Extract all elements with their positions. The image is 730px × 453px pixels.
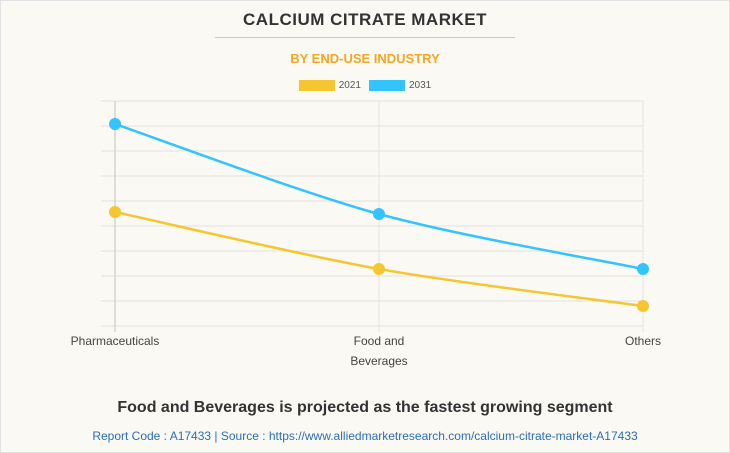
x-tick-label-line: Food and	[354, 334, 405, 348]
x-tick-label: Others	[625, 334, 661, 348]
chart-subtitle: BY END-USE INDUSTRY	[290, 51, 440, 66]
legend: 2021 2031	[0, 80, 730, 91]
x-tick-label: Pharmaceuticals	[71, 334, 160, 348]
data-point-2031	[373, 208, 385, 220]
legend-item-2021[interactable]: 2021	[298, 80, 361, 91]
data-point-2021	[373, 263, 385, 275]
legend-swatch-2031	[369, 80, 405, 91]
footer-headline: Food and Beverages is projected as the f…	[117, 399, 613, 416]
data-point-2031	[109, 118, 121, 130]
data-point-2031	[637, 263, 649, 275]
data-point-2021	[109, 206, 121, 218]
chart-title: CALCIUM CITRATE MARKET	[243, 10, 487, 29]
footer-source-link[interactable]: Report Code : A17433 | Source : https://…	[92, 429, 638, 443]
x-tick-label: Food and Beverages	[350, 334, 407, 368]
x-tick-label-line: Others	[625, 334, 661, 348]
x-tick-label-line: Beverages	[350, 354, 407, 368]
title-divider	[215, 37, 515, 38]
x-tick-label-line: Pharmaceuticals	[71, 334, 160, 348]
legend-swatch-2021	[298, 80, 335, 91]
legend-label-2021: 2021	[338, 80, 361, 91]
data-point-2021	[637, 300, 649, 312]
legend-label-2031: 2031	[409, 80, 432, 91]
legend-item-2031[interactable]: 2031	[369, 80, 431, 91]
